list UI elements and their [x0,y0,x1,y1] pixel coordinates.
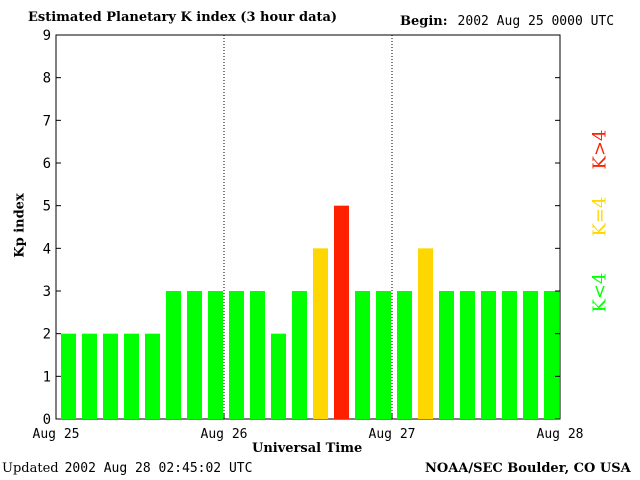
kp-bar [124,333,139,419]
kp-bar [187,291,202,419]
y-tick-label: 2 [43,327,51,343]
y-tick-label: 3 [43,284,51,300]
x-tick-label: Aug 25 [33,427,80,442]
kp-bar [292,291,307,419]
y-tick-label: 5 [43,199,51,215]
y-tick-label: 6 [43,156,51,172]
kp-bar [271,333,286,419]
begin-label: Begin: [400,14,448,29]
x-tick-label: Aug 27 [369,427,416,442]
y-tick-label: 0 [43,412,51,428]
updated-label: Updated [2,461,59,476]
legend-equal-4: K=4 [589,196,611,237]
kp-bar [376,291,391,419]
x-axis-label: Universal Time [252,441,363,456]
kp-bar [439,291,454,419]
kp-bar [544,291,559,419]
kp-bar [481,291,496,419]
source-credit: NOAA/SEC Boulder, CO USA [425,461,631,476]
kp-bar [61,333,76,419]
kp-bar [523,291,538,419]
y-tick-label: 1 [43,369,51,385]
kp-bar [166,291,181,419]
kp-bar [334,205,349,419]
kp-bar [313,248,328,419]
y-tick-label: 7 [43,113,51,129]
begin-time: Begin: 2002 Aug 25 0000 UTC [400,14,614,29]
kp-bar [355,291,370,419]
kp-bar [229,291,244,419]
x-tick-label: Aug 26 [201,427,248,442]
kp-bar [103,333,118,419]
y-tick-label: 9 [43,28,51,44]
kp-bar [397,291,412,419]
kp-bar [82,333,97,419]
x-tick-label: Aug 28 [537,427,584,442]
legend-above-4: K>4 [589,129,611,170]
kp-bar [250,291,265,419]
kp-bar [460,291,475,419]
updated-time: Updated 2002 Aug 28 02:45:02 UTC [2,461,252,476]
y-tick-label: 8 [43,71,51,87]
updated-value: 2002 Aug 28 02:45:02 UTC [64,461,253,476]
kp-bar [418,248,433,419]
y-axis-label: Kp index [12,193,28,258]
kp-bar [502,291,517,419]
chart-title: Estimated Planetary K index (3 hour data… [28,10,338,25]
begin-value: 2002 Aug 25 0000 UTC [457,14,615,29]
plot-frame [55,34,561,420]
y-tick-label: 4 [43,241,51,257]
kp-bar [145,333,160,419]
legend-below-4: K<4 [589,272,611,313]
kp-bar [208,291,223,419]
